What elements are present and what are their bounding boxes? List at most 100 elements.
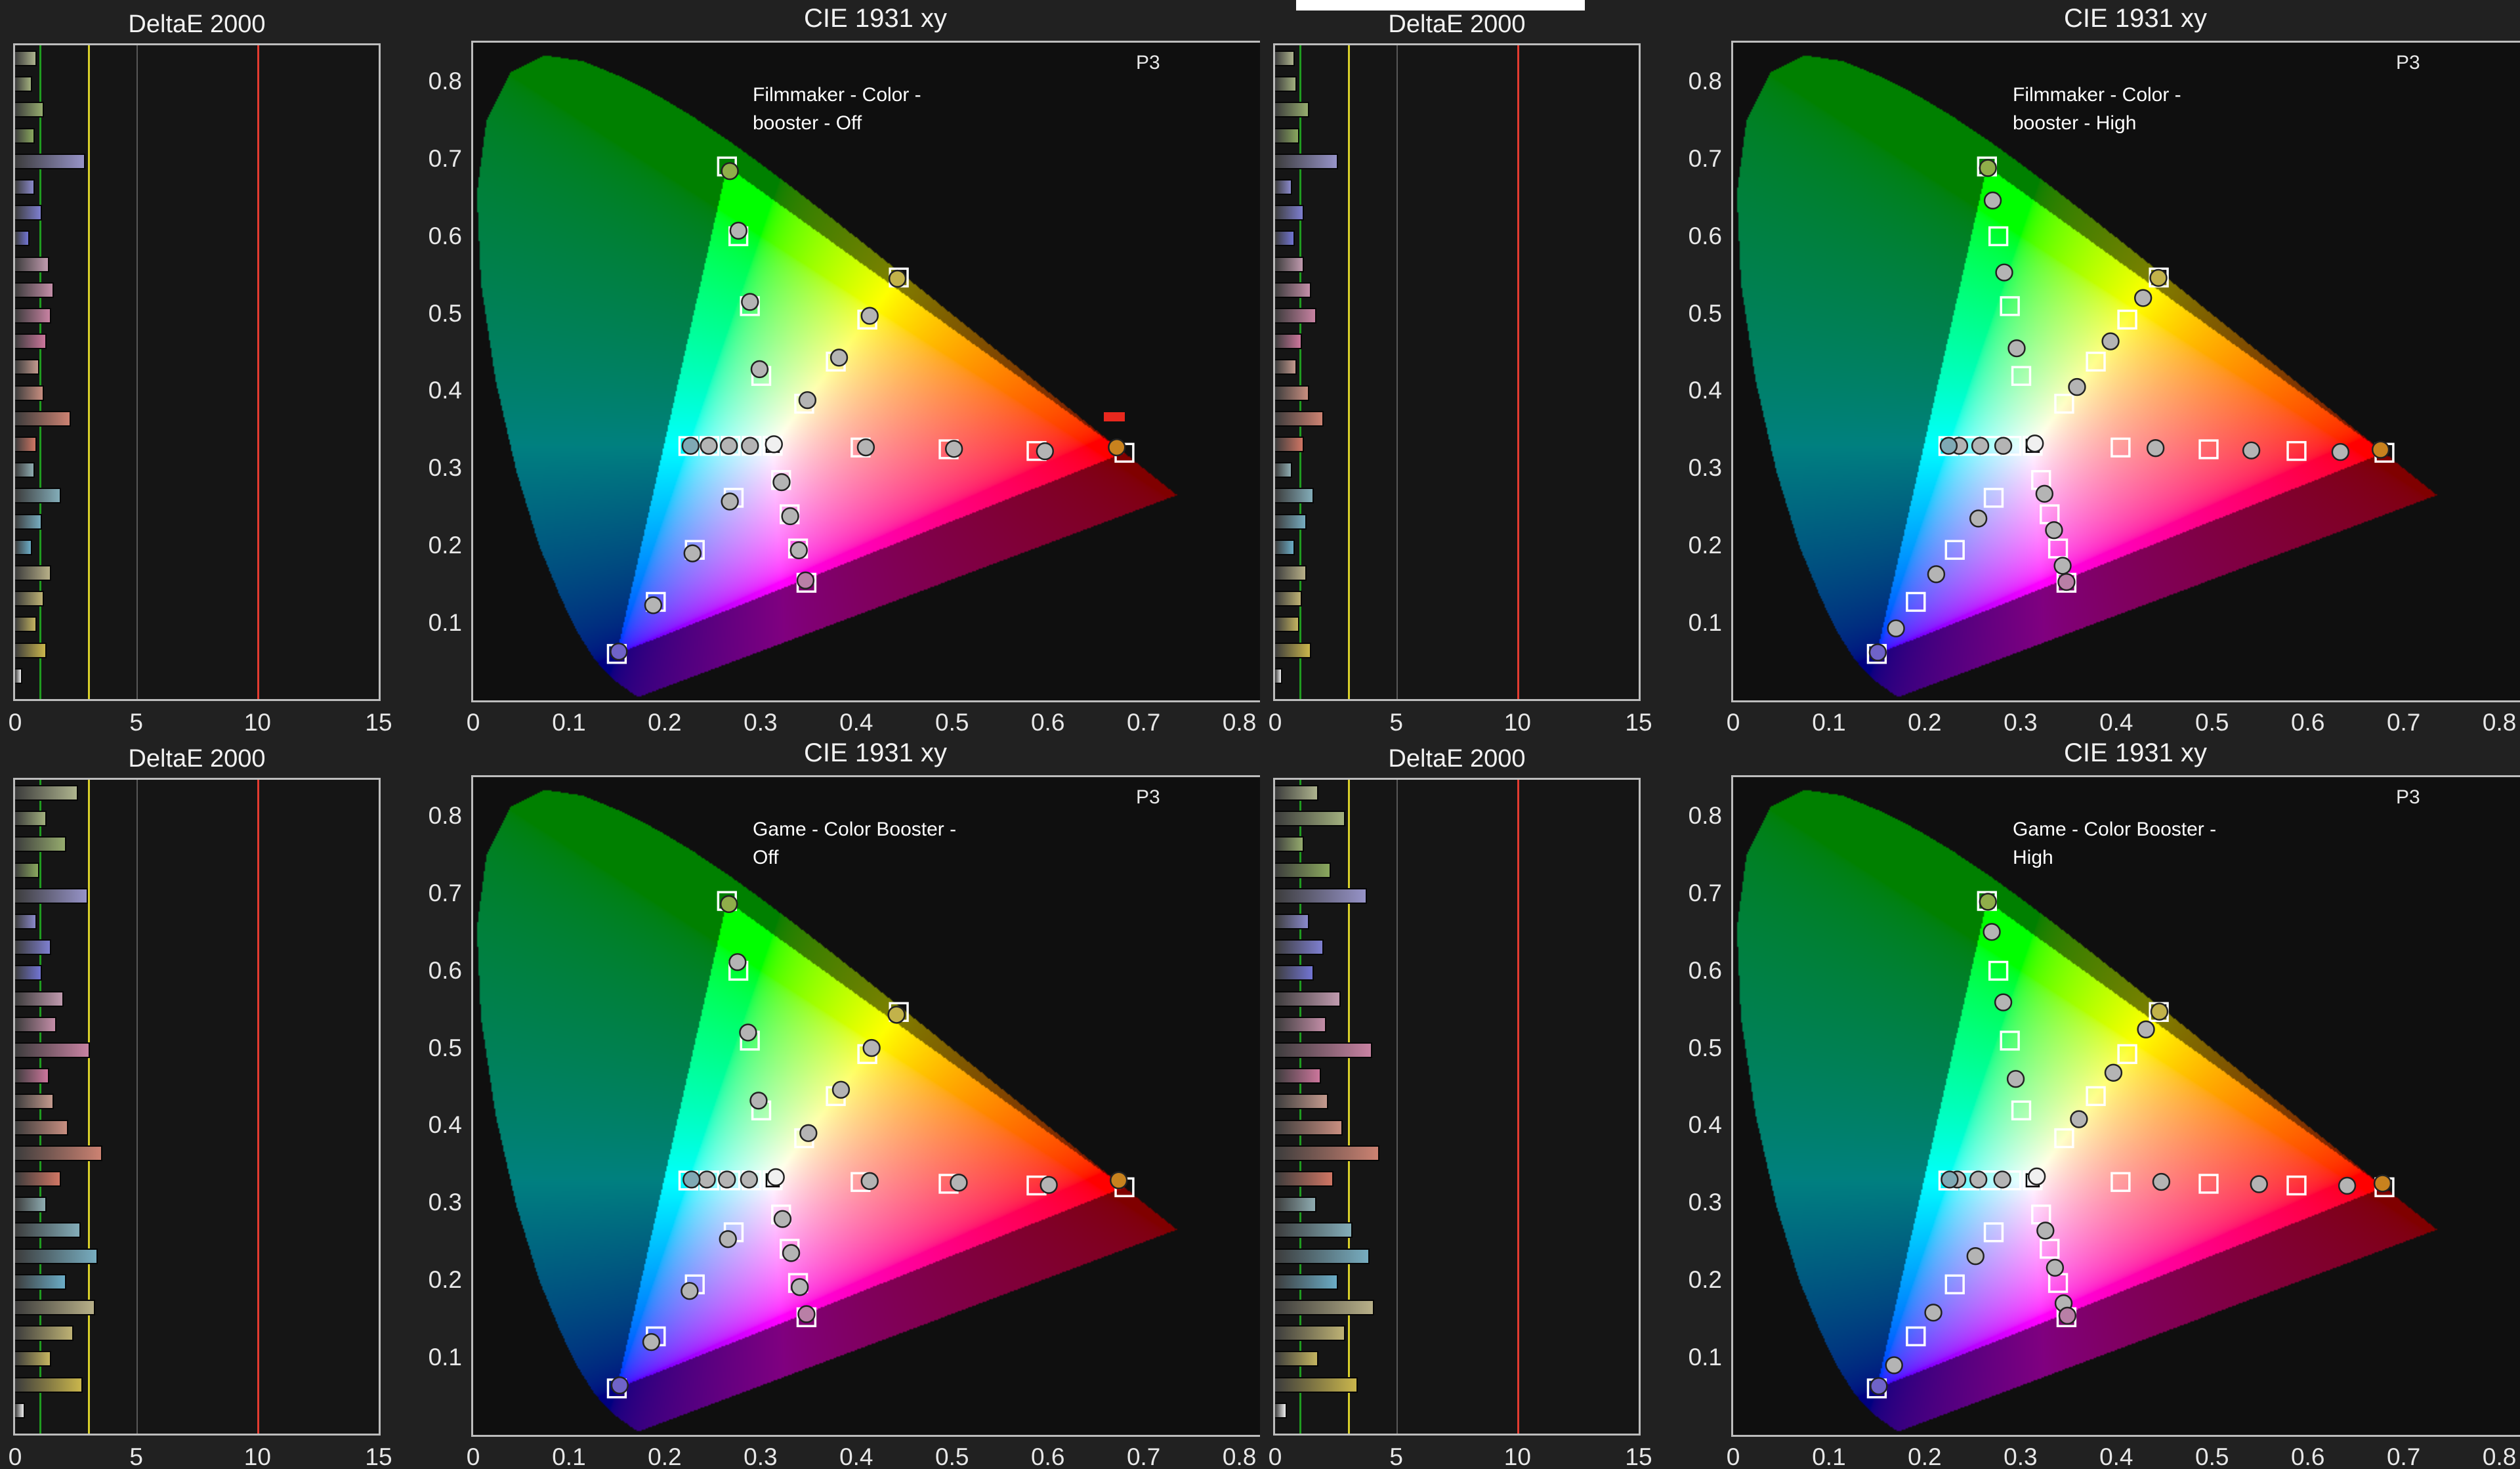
cie-x-tick-label: 0.5 xyxy=(2195,709,2229,736)
deltae-bar xyxy=(1275,539,1295,555)
cie-chart: P3 Filmmaker - Color - booster - Off xyxy=(471,41,1280,702)
deltae-bar xyxy=(1275,410,1324,427)
measured-point xyxy=(2035,484,2054,503)
measured-point xyxy=(720,436,738,455)
cie-y-tick-label: 0.7 xyxy=(1688,879,1722,906)
deltae-reference-line xyxy=(1517,780,1520,1434)
deltae-chart xyxy=(13,778,381,1436)
deltae-reference-line xyxy=(1347,45,1350,699)
cie-y-tick-label: 0.7 xyxy=(1688,144,1722,172)
deltae-bar xyxy=(1275,1402,1288,1418)
deltae-bar xyxy=(1275,436,1305,452)
measured-point xyxy=(728,953,747,971)
screen-artifact-white-bar xyxy=(1296,0,1585,11)
cie-x-tick-label: 0.1 xyxy=(1812,709,1846,736)
deltae-gridline xyxy=(1396,780,1398,1434)
measured-point xyxy=(642,1332,661,1352)
quadrant-game-booster-off: DeltaE 2000 CIE 1931 xy P3 Game - Color … xyxy=(0,734,1280,1469)
measured-point xyxy=(950,1174,968,1192)
cie-gamut-canvas xyxy=(1733,43,2520,700)
measured-point xyxy=(860,307,879,325)
gamut-label: P3 xyxy=(2396,52,2420,74)
deltae-bar xyxy=(15,1222,81,1239)
cie-x-tick-label: 0.5 xyxy=(2195,1443,2229,1469)
deltae-bar xyxy=(1275,1273,1339,1290)
deltae-bar xyxy=(15,410,71,427)
chart-annotation: Filmmaker - Color - booster - High xyxy=(2013,81,2181,137)
cie-y-tick-label: 0.4 xyxy=(428,377,462,404)
measured-point xyxy=(781,507,799,526)
cie-x-tick-label: 0 xyxy=(1726,1443,1740,1469)
deltae-bar xyxy=(1275,939,1324,956)
deltae-bar xyxy=(15,230,30,247)
cie-points-overlay xyxy=(606,891,1135,1399)
measured-point xyxy=(2149,268,2168,287)
cie-y-tick-label: 0.1 xyxy=(1688,1344,1722,1371)
deltae-bar xyxy=(15,205,42,221)
cie-x-tick-label: 0 xyxy=(466,1443,480,1469)
deltae-bar xyxy=(15,591,45,607)
measured-point xyxy=(2104,1063,2123,1082)
measured-point xyxy=(2045,521,2063,540)
deltae-x-tick-label: 0 xyxy=(1268,709,1282,736)
cie-x-tick-label: 0.8 xyxy=(1222,709,1257,736)
cie-chart-title: CIE 1931 xy xyxy=(804,4,947,33)
deltae-bar xyxy=(15,836,66,853)
cie-chart-title: CIE 1931 xy xyxy=(2064,738,2207,767)
deltae-x-tick-label: 15 xyxy=(365,1443,392,1469)
measured-point xyxy=(1979,159,1997,177)
cie-y-tick-label: 0.6 xyxy=(428,956,462,984)
target-square xyxy=(2086,1086,2106,1107)
deltae-bar xyxy=(15,914,37,929)
measured-point xyxy=(682,1170,701,1189)
measured-point xyxy=(644,596,663,614)
cie-gamut-canvas xyxy=(1733,777,2520,1435)
cie-y-tick-label: 0.2 xyxy=(1688,1266,1722,1294)
cie-y-tick-label: 0.7 xyxy=(428,879,462,906)
deltae-gridline xyxy=(136,780,138,1434)
deltae-bar xyxy=(1275,1325,1346,1342)
deltae-bar xyxy=(15,102,45,118)
deltae-chart xyxy=(13,43,381,701)
gamut-label: P3 xyxy=(1136,52,1160,74)
deltae-bar xyxy=(1275,179,1292,195)
cie-y-tick-label: 0.4 xyxy=(1688,1111,1722,1139)
cie-chart: P3 Filmmaker - Color - booster - High xyxy=(1731,41,2520,702)
measured-point xyxy=(1971,436,1990,455)
deltae-bar xyxy=(15,436,37,452)
measured-point xyxy=(791,1278,809,1296)
annotation-line-1: Game - Color Booster - xyxy=(753,819,957,840)
target-square xyxy=(2011,366,2032,386)
deltae-bar xyxy=(1275,616,1299,633)
cie-chart-title: CIE 1931 xy xyxy=(804,738,947,767)
deltae-bar xyxy=(1275,836,1305,853)
measured-point xyxy=(2007,339,2026,358)
cie-y-tick-label: 0.5 xyxy=(1688,1034,1722,1061)
target-square xyxy=(2011,1100,2032,1120)
deltae-bar xyxy=(1275,591,1302,607)
screen-artifact-red-mark xyxy=(1104,412,1125,421)
measured-point xyxy=(1868,643,1887,662)
measured-point xyxy=(1969,509,1988,528)
quadrant-game-booster-high: DeltaE 2000 CIE 1931 xy P3 Game - Color … xyxy=(1260,734,2520,1469)
deltae-bar xyxy=(15,1171,62,1187)
deltae-bar xyxy=(1275,488,1314,504)
cie-points-overlay xyxy=(606,156,1135,664)
measured-point xyxy=(796,571,815,589)
cie-x-tick-label: 0.7 xyxy=(1126,709,1161,736)
measured-point xyxy=(739,1023,757,1042)
deltae-chart-title: DeltaE 2000 xyxy=(128,11,266,38)
cie-y-tick-label: 0.1 xyxy=(1688,609,1722,637)
measured-point xyxy=(772,473,791,492)
deltae-bar xyxy=(15,887,88,904)
target-square xyxy=(2040,1239,2060,1259)
measured-point xyxy=(683,544,702,563)
deltae-bar xyxy=(15,308,52,324)
target-square xyxy=(2117,309,2137,330)
cie-y-tick-label: 0.5 xyxy=(1688,299,1722,327)
deltae-bar xyxy=(15,179,35,195)
cie-x-tick-label: 0.5 xyxy=(935,709,969,736)
deltae-reference-line xyxy=(257,45,260,699)
deltae-chart-title: DeltaE 2000 xyxy=(128,745,266,773)
deltae-bar xyxy=(1275,153,1339,169)
